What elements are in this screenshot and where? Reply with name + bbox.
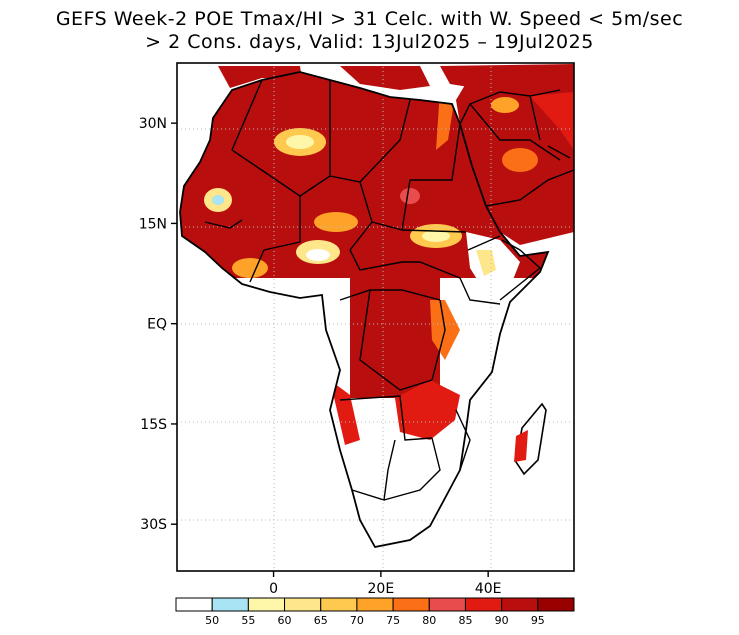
y-tick-label: 30N (139, 116, 167, 132)
colorbar-label: 70 (350, 614, 364, 627)
x-tick-label: 40E (475, 581, 502, 597)
sahel-white-patch-1 (306, 249, 330, 261)
country-borders (204, 79, 542, 501)
sudan-mid-patch (400, 188, 420, 204)
guinea-coast-patch (232, 258, 268, 278)
congo-high-probability (350, 278, 440, 398)
iberia-probability (218, 66, 302, 88)
colorbar-swatch (392, 597, 430, 612)
sudan-low-patch-core (422, 230, 450, 242)
colorbar-swatch (320, 597, 358, 612)
y-tick-label: 30S (140, 517, 167, 533)
colorbar-label: 80 (422, 614, 436, 627)
middle-east-borders (459, 89, 574, 207)
turkey-probability (440, 64, 574, 92)
x-tick-label: 20E (368, 581, 395, 597)
colorbar-swatch (537, 597, 575, 612)
map-title-line-2: > 2 Cons. days, Valid: 13Jul2025 – 19Jul… (145, 31, 594, 53)
colorbar-label: 90 (495, 614, 509, 627)
colorbar-label: 50 (205, 614, 219, 627)
nile-delta-patch (436, 90, 455, 150)
colorbar-label: 85 (458, 614, 472, 627)
colorbar-label: 65 (314, 614, 328, 627)
colorbar-swatch (284, 597, 322, 612)
madagascar-probability (514, 430, 528, 462)
west-coast-cool-patch (212, 195, 224, 205)
africa-coastline (179, 71, 550, 549)
y-tick-label: 15N (139, 216, 167, 232)
sahara-low-patch-core-1 (286, 135, 314, 149)
iran-coast-patch (530, 92, 574, 150)
levant-patch (491, 97, 519, 113)
ethiopia-patch (476, 250, 496, 276)
y-tick-label: 15S (140, 417, 167, 433)
y-tick-label: EQ (147, 317, 167, 333)
colorbar-swatch (501, 597, 539, 612)
colorbar-swatch (175, 597, 213, 612)
map-title-line-1: GEFS Week-2 POE Tmax/HI > 31 Celc. with … (55, 8, 684, 30)
colorbar-swatch (356, 597, 394, 612)
sahel-low-patch-1 (314, 212, 358, 232)
latitude-axis: 30N 15N EQ 15S 30S (139, 116, 177, 533)
colorbar-label: 75 (386, 614, 400, 627)
colorbar-swatch (211, 597, 249, 612)
colorbar-swatch (428, 597, 466, 612)
gridlines (177, 63, 574, 571)
longitude-axis: 0 20E 40E (269, 571, 501, 597)
colorbar-label: 60 (278, 614, 292, 627)
colorbar-swatch (247, 597, 286, 612)
map-frame (176, 62, 575, 572)
colorbar: 50 55 60 65 70 75 80 85 90 95 (175, 597, 575, 627)
colorbar-swatch (464, 597, 503, 612)
arabia-patch (502, 148, 538, 172)
map-layers (177, 63, 574, 571)
zambia-probability (395, 380, 460, 440)
x-tick-label: 0 (269, 581, 278, 597)
colorbar-label: 55 (241, 614, 255, 627)
europe-south-probability (340, 66, 430, 90)
angola-coast-probability (330, 380, 360, 445)
colorbar-label: 95 (531, 614, 545, 627)
